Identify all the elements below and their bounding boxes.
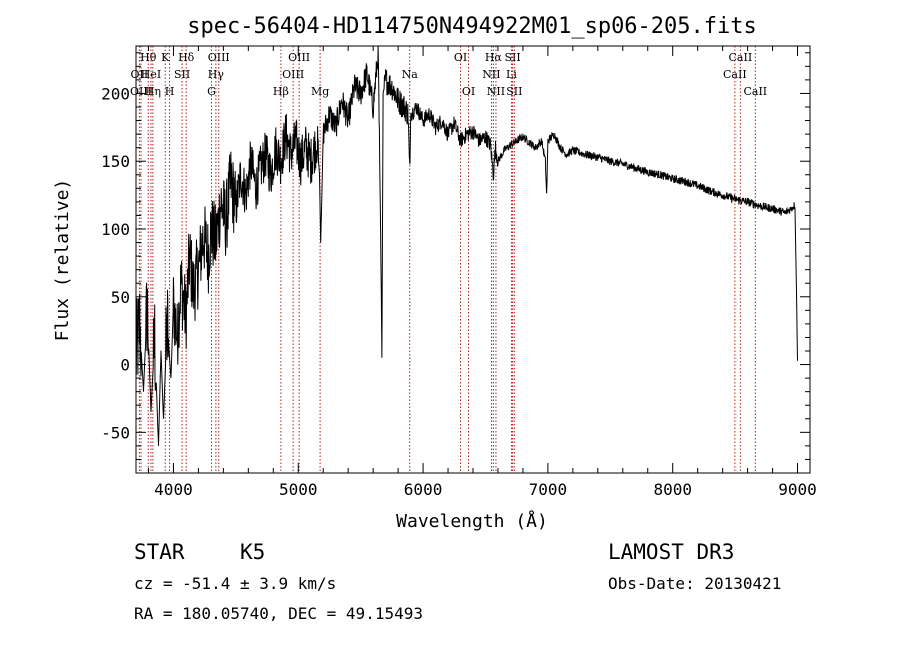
x-tick-label: 9000 — [778, 480, 817, 499]
x-axis-label: Wavelength (Å) — [396, 510, 548, 532]
y-tick-label: 150 — [101, 152, 130, 171]
spectral-line-label: SII — [504, 51, 520, 64]
x-tick-label: 8000 — [653, 480, 692, 499]
spectral-line-label: Hα — [485, 51, 503, 64]
spectral-line-label: Li — [506, 68, 517, 81]
spectral-line-label: Hη — [145, 85, 161, 98]
x-tick-label: 6000 — [404, 480, 443, 499]
spectral-line-label: K — [161, 51, 170, 64]
spectral-line-label: Hβ — [273, 85, 289, 98]
survey-name: LAMOST DR3 — [608, 540, 734, 564]
axis-ticks: 4000 5000 6000 7000 8000 9000 -50 0 50 100 150 200 — [101, 46, 817, 499]
spectral-line-label: OIII — [208, 51, 230, 64]
spectral-line-label: OIII — [288, 51, 310, 64]
x-tick-label: 4000 — [154, 480, 193, 499]
y-tick-label: 0 — [120, 356, 130, 375]
spectral-line-label: OI — [454, 51, 467, 64]
y-tick-label: 200 — [101, 84, 130, 103]
object-subclass: K5 — [240, 540, 265, 564]
redshift-text: cz = -51.4 ± 3.9 km/s — [134, 574, 336, 593]
spectral-line-markers — [138, 46, 756, 473]
spectral-line-label: Hγ — [208, 68, 225, 81]
spectrum-line — [135, 45, 798, 446]
spectral-line-label: Hθ — [140, 51, 157, 64]
spectral-line-label: Mg — [311, 85, 329, 98]
y-tick-label: 100 — [101, 220, 130, 239]
spectral-line-label: CaII — [729, 51, 753, 64]
spectral-line-label: NII — [487, 85, 505, 98]
spectral-line-label: OIII — [282, 68, 304, 81]
spectral-line-label: Na — [402, 68, 419, 81]
spectral-line-label: OII — [131, 68, 149, 81]
spectral-line-label: CaII — [723, 68, 747, 81]
spectral-line-label: CaII — [743, 85, 767, 98]
spectral-line-label: G — [207, 85, 216, 98]
spectral-line-label: OIII — [130, 85, 152, 98]
spectral-line-label: SII — [174, 68, 190, 81]
spectral-line-label: Hδ — [178, 51, 195, 64]
spectral-line-label: NII — [482, 68, 500, 81]
x-tick-label: 7000 — [529, 480, 568, 499]
spectral-line-label: OI — [462, 85, 475, 98]
x-tick-label: 5000 — [279, 480, 318, 499]
plot-axes — [135, 45, 811, 474]
y-axis-label: Flux (relative) — [52, 179, 73, 342]
obs-date: Obs-Date: 20130421 — [608, 574, 781, 593]
plot-frame — [135, 45, 811, 474]
y-tick-label: 50 — [111, 288, 130, 307]
spectral-line-label: HeI — [141, 68, 161, 81]
y-tick-label: -50 — [101, 423, 130, 442]
spectral-line-label: H — [165, 85, 175, 98]
object-type: STAR — [134, 540, 185, 564]
chart-title: spec-56404-HD114750N494922M01_sp06-205.f… — [187, 14, 757, 39]
coordinates-text: RA = 180.05740, DEC = 49.15493 — [134, 604, 423, 623]
spectral-line-label: SII — [506, 85, 522, 98]
